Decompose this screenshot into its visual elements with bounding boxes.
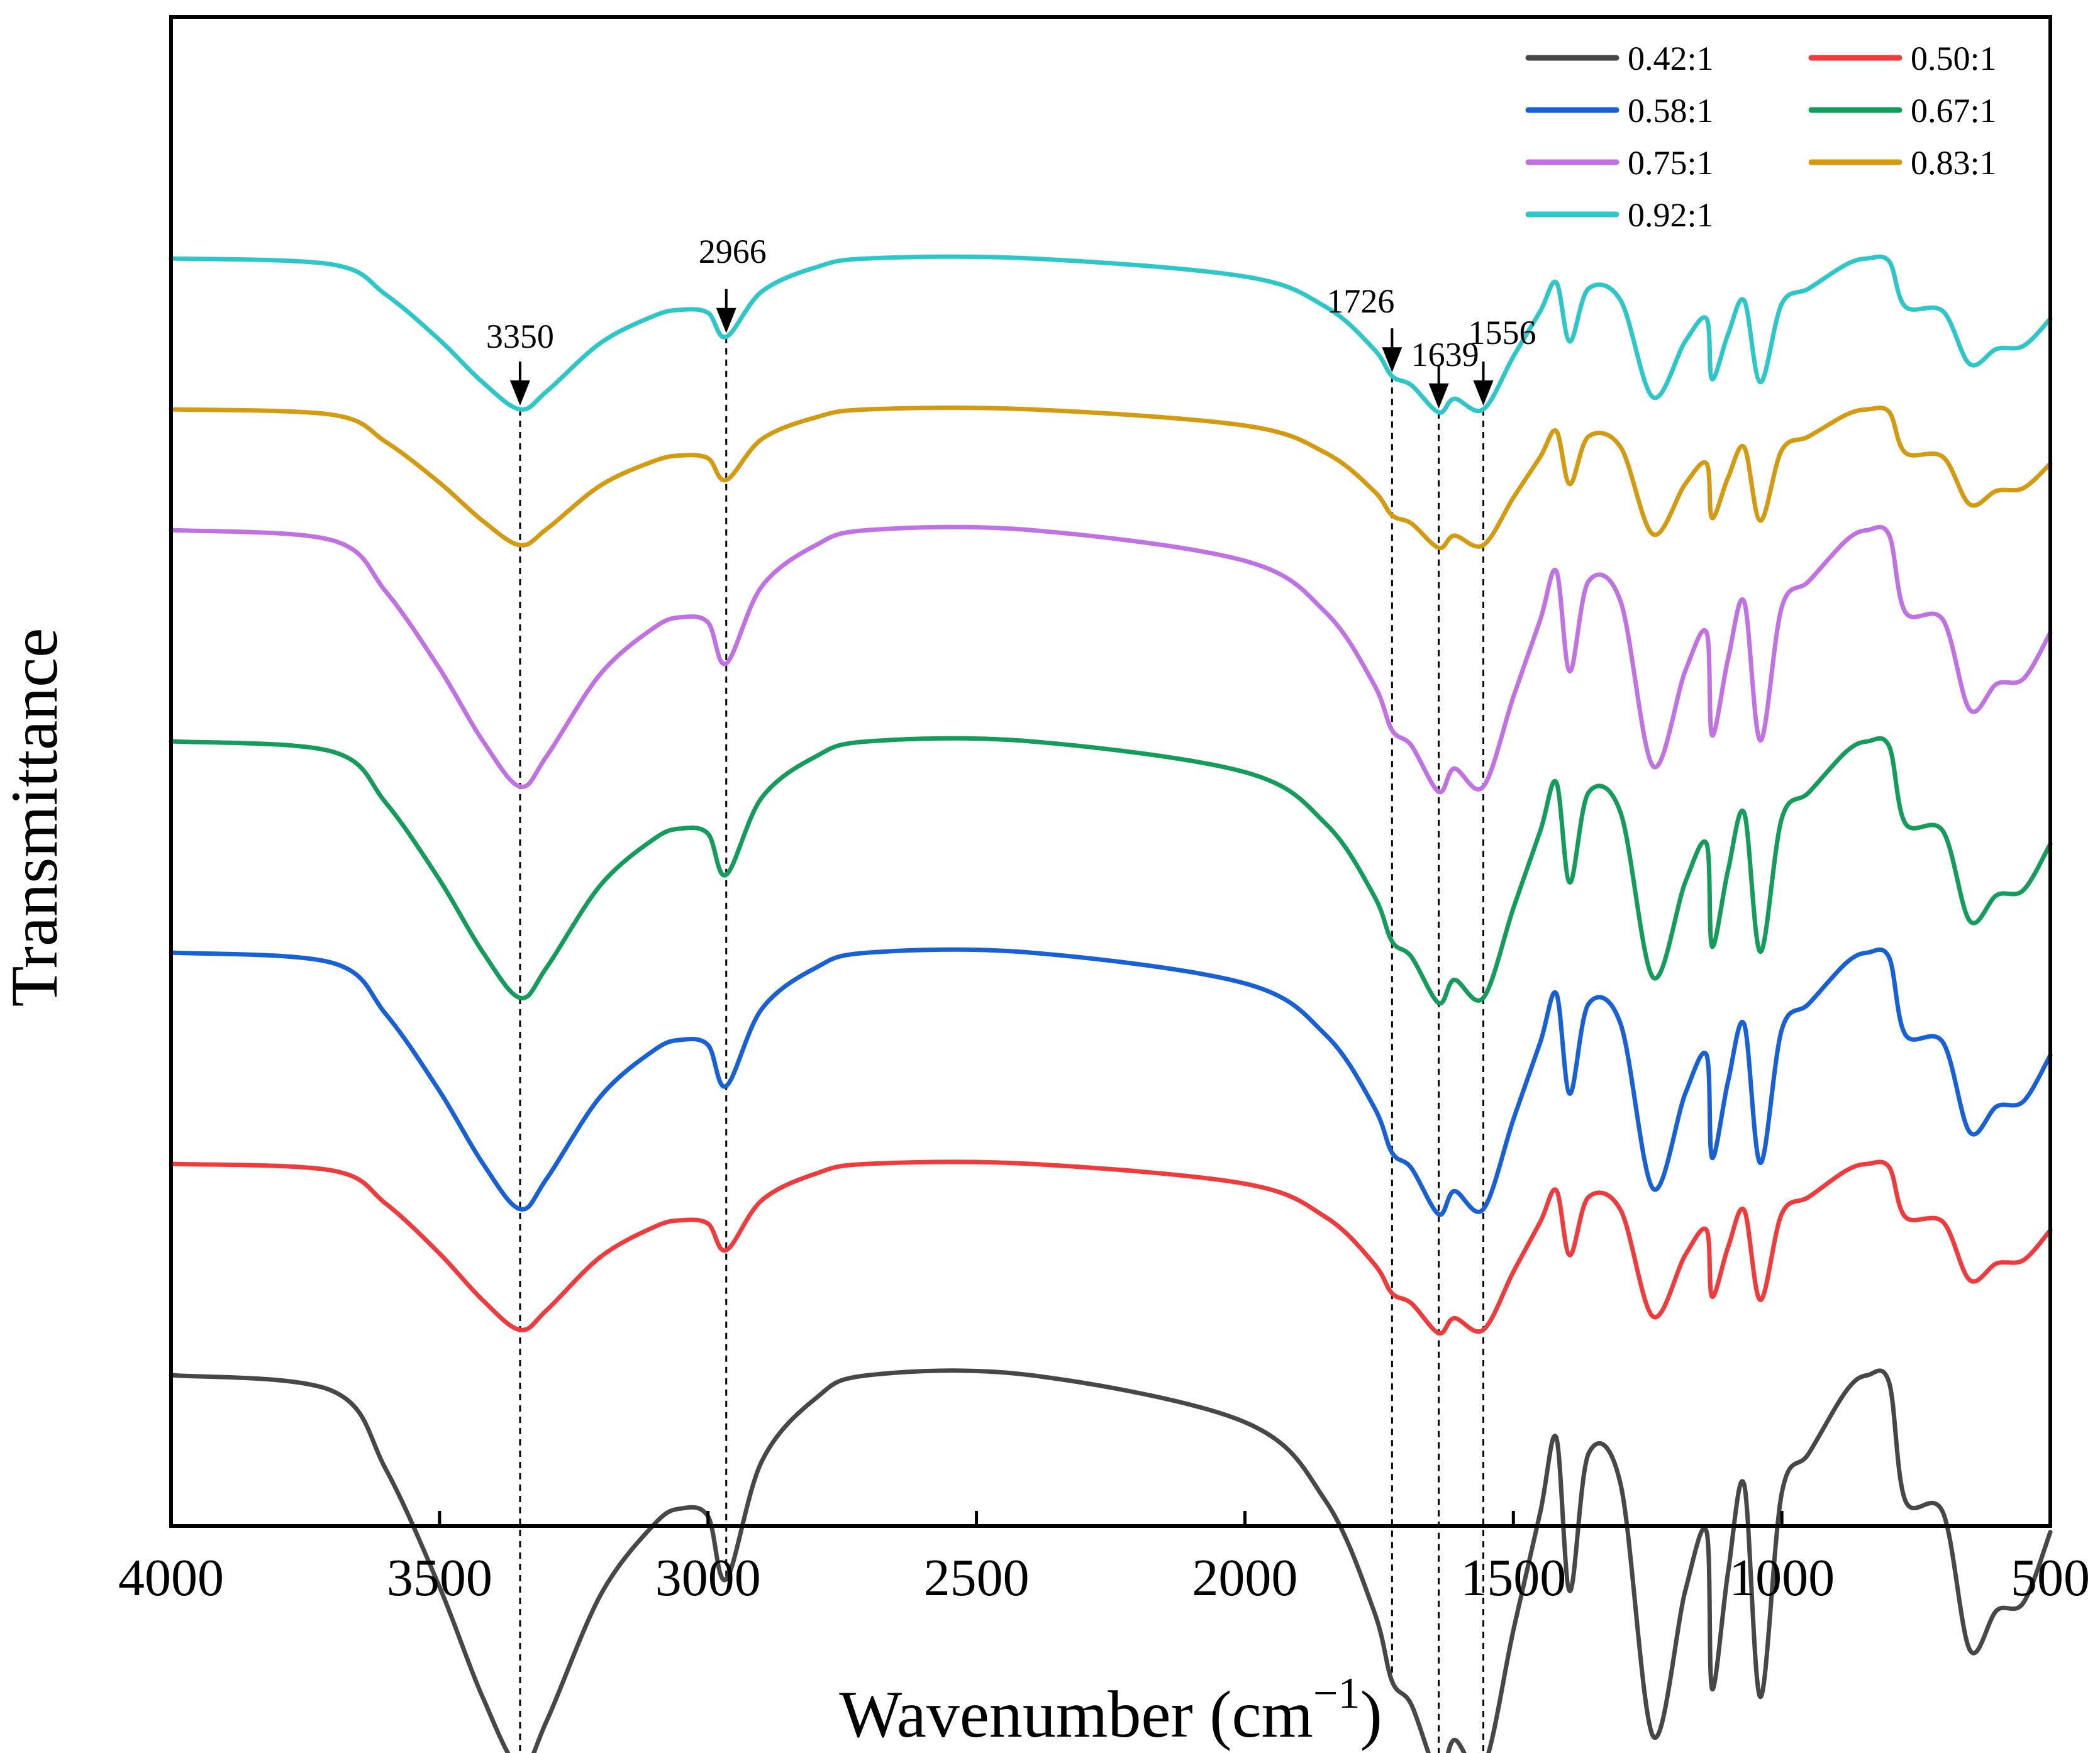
series-layer (169, 254, 2053, 1753)
y-axis-title: Transmittance (0, 628, 71, 1007)
legend-label-0-42-1: 0.42:1 (1628, 40, 1714, 77)
x-tick-label-3000: 3000 (655, 1549, 761, 1607)
arrow-head-2966 (716, 307, 736, 333)
x-tick-label-2000: 2000 (1192, 1549, 1297, 1607)
x-axis-title-close: ) (1360, 1678, 1382, 1751)
annotation-guides (519, 336, 1484, 1753)
legend: 0.42:1 0.50:1 0.58:1 0.67:1 0.75:1 0.83:1 0.92… (1525, 40, 1997, 234)
annotation-label-1556: 1556 (1468, 314, 1536, 351)
series-line-0-58-1 (169, 947, 2053, 1217)
legend-label-0-83-1: 0.83:1 (1911, 144, 1997, 182)
legend-label-0-92-1: 0.92:1 (1628, 196, 1714, 234)
series-line-0-83-1 (169, 406, 2053, 550)
plot-frame (169, 15, 2052, 1528)
series-line-0-50-1 (169, 1159, 2053, 1335)
x-axis-ticks: 4000 3500 3000 2500 2000 1500 1000 500 (118, 1511, 2090, 1607)
arrow-head-1556 (1473, 380, 1494, 406)
series-line-0-42-1 (169, 1368, 2053, 1753)
series-line-0-92-1 (169, 254, 2053, 415)
legend-label-0-58-1: 0.58:1 (1628, 92, 1714, 130)
legend-label-0-67-1: 0.67:1 (1911, 92, 1997, 130)
arrow-head-1726 (1382, 347, 1403, 373)
annotation-label-3350: 3350 (486, 318, 554, 355)
series-line-0-67-1 (169, 736, 2053, 1006)
arrow-head-3350 (509, 380, 530, 406)
annotation-label-1639: 1639 (1411, 336, 1479, 373)
annotation-label-1726: 1726 (1326, 282, 1394, 320)
legend-label-0-50-1: 0.50:1 (1911, 40, 1997, 77)
x-axis-title-unit-exponent: −1 (1313, 1669, 1360, 1718)
arrow-head-1639 (1428, 383, 1449, 409)
annotation-label-2966: 2966 (699, 233, 767, 270)
x-tick-label-4000: 4000 (118, 1549, 224, 1607)
x-tick-label-1000: 1000 (1729, 1549, 1835, 1607)
x-tick-label-1500: 1500 (1460, 1549, 1566, 1607)
x-axis-title: Wavenumber (cm−1) (839, 1669, 1382, 1751)
legend-label-0-75-1: 0.75:1 (1628, 144, 1714, 182)
series-line-0-75-1 (169, 524, 2053, 795)
x-tick-label-500: 500 (2011, 1549, 2090, 1607)
x-axis-title-main: Wavenumber (cm (839, 1678, 1313, 1751)
x-tick-label-3500: 3500 (387, 1549, 492, 1607)
x-tick-label-2500: 2500 (924, 1549, 1030, 1607)
